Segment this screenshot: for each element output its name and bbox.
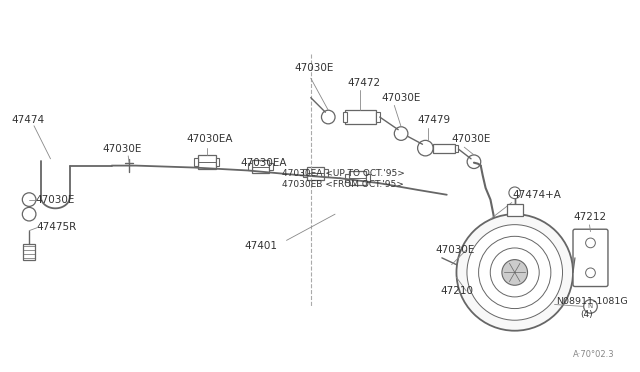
Text: (4): (4) (580, 310, 593, 319)
Text: A·70°02.3: A·70°02.3 (573, 350, 614, 359)
Text: 47030EA <UP TO OCT.'95>: 47030EA <UP TO OCT.'95> (282, 169, 404, 178)
Text: 47475R: 47475R (37, 222, 77, 232)
Circle shape (584, 299, 597, 313)
Circle shape (321, 110, 335, 124)
Text: 47030E: 47030E (435, 245, 474, 255)
Bar (454, 145, 458, 152)
Bar (269, 163, 273, 170)
Bar (433, 144, 454, 153)
Text: 47030E: 47030E (294, 64, 333, 74)
Bar (216, 158, 220, 166)
Text: 47479: 47479 (418, 115, 451, 125)
Text: 47401: 47401 (244, 241, 278, 251)
Bar (194, 158, 198, 166)
Text: N08911-1081G: N08911-1081G (557, 297, 628, 306)
Text: 47474+A: 47474+A (513, 190, 562, 200)
Text: N: N (588, 304, 593, 310)
Text: 47212: 47212 (573, 212, 606, 222)
Text: 47030EB <FROM OCT.'95>: 47030EB <FROM OCT.'95> (282, 180, 404, 189)
Text: 47030E: 47030E (36, 195, 76, 205)
Bar (198, 155, 216, 169)
Text: 47030EA: 47030EA (186, 134, 233, 144)
Bar (343, 112, 347, 122)
Text: 47030E: 47030E (381, 93, 421, 103)
Text: 47210: 47210 (440, 286, 473, 296)
Circle shape (490, 248, 540, 297)
Bar (345, 174, 349, 182)
Circle shape (502, 260, 527, 285)
Circle shape (467, 225, 563, 320)
Bar (23, 244, 35, 260)
Text: 47030EA: 47030EA (241, 158, 287, 168)
Bar (345, 110, 376, 124)
Circle shape (586, 238, 595, 248)
Bar (376, 112, 380, 122)
Circle shape (586, 268, 595, 278)
Circle shape (456, 214, 573, 331)
Bar (248, 163, 252, 170)
Bar (307, 167, 324, 180)
Circle shape (394, 127, 408, 140)
Text: 47474: 47474 (12, 115, 45, 125)
Text: 47472: 47472 (348, 78, 381, 88)
Circle shape (467, 155, 481, 169)
Bar (252, 160, 269, 173)
Circle shape (479, 236, 551, 308)
Bar (349, 171, 366, 185)
Circle shape (418, 140, 433, 156)
Bar (366, 174, 370, 182)
Bar (303, 170, 307, 177)
Bar (507, 205, 522, 216)
Text: 47030E: 47030E (102, 144, 141, 154)
Text: 47030E: 47030E (452, 134, 491, 144)
Circle shape (22, 207, 36, 221)
Bar (324, 170, 328, 177)
Circle shape (22, 193, 36, 206)
Circle shape (509, 187, 520, 199)
FancyBboxPatch shape (573, 229, 608, 286)
